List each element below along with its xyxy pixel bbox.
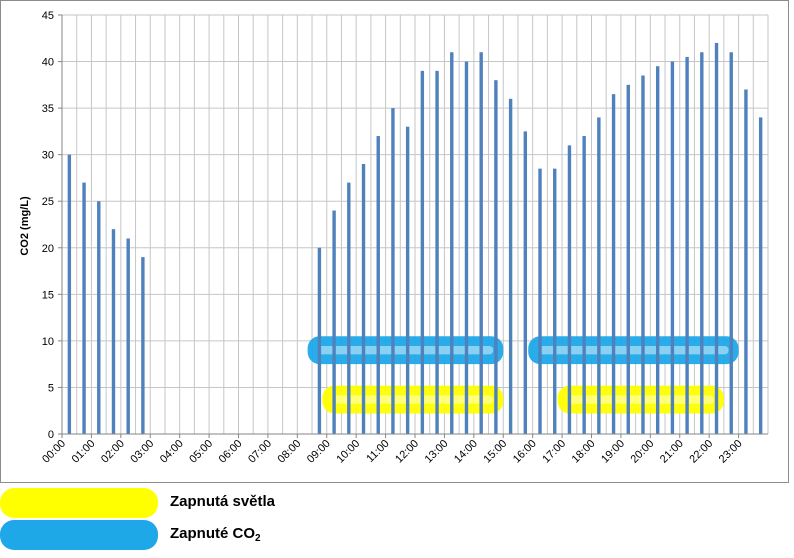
bar-1330 xyxy=(464,61,469,435)
bar-0230 xyxy=(141,257,145,434)
bar-1100 xyxy=(391,108,395,434)
bar-1200 xyxy=(420,70,425,434)
legend-label-co2-subscript: 2 xyxy=(255,533,261,544)
bar-0830 xyxy=(317,247,322,434)
bar-2330 xyxy=(758,117,763,434)
y-tick-label-9: 45 xyxy=(42,10,54,22)
y-tick-label-8: 40 xyxy=(42,57,54,69)
bar-1500 xyxy=(508,98,513,435)
bar-1230 xyxy=(435,70,439,434)
bar-1700 xyxy=(567,145,572,434)
bar-1000 xyxy=(361,163,366,434)
bar-2030 xyxy=(670,61,675,435)
bar-1900 xyxy=(626,84,630,434)
bar-0900 xyxy=(332,210,336,434)
legend-swatch-co2 xyxy=(0,520,158,550)
highlight-band-shine-2 xyxy=(332,395,494,404)
bar-2200 xyxy=(714,42,719,434)
y-tick-label-6: 30 xyxy=(42,150,54,162)
y-tick-label-1: 5 xyxy=(48,382,54,394)
bar-1530 xyxy=(523,131,528,434)
y-tick-label-0: 0 xyxy=(48,429,54,441)
legend-label-lights: Zapnutá světla xyxy=(170,493,276,510)
legend-item-lights: Zapnutá světla xyxy=(0,486,420,520)
bar-2100 xyxy=(685,56,689,435)
y-tick-label-5: 25 xyxy=(42,196,54,208)
y-tick-label-2: 10 xyxy=(42,336,54,348)
bar-2230 xyxy=(729,52,733,434)
legend-label-co2: Zapnuté CO2 xyxy=(170,525,261,544)
y-axis-title: CO2 (mg/L) xyxy=(19,196,31,256)
bar-0030 xyxy=(82,182,86,434)
y-tick-label-3: 15 xyxy=(42,289,54,301)
bar-1830 xyxy=(611,94,616,435)
bar-1600 xyxy=(538,168,542,434)
bar-1630 xyxy=(553,168,557,434)
bar-0930 xyxy=(347,182,351,434)
bar-1030 xyxy=(376,136,380,435)
bar-1400 xyxy=(479,52,483,434)
y-tick-label-4: 20 xyxy=(42,243,54,255)
legend-item-co2: Zapnuté CO2 xyxy=(0,518,420,552)
legend-label-co2-text: Zapnuté CO xyxy=(170,525,255,542)
highlight-band-shine-3 xyxy=(567,395,714,404)
bar-2000 xyxy=(655,66,660,434)
highlight-band-light-2 xyxy=(322,385,504,414)
bar-0000 xyxy=(67,154,72,434)
bars xyxy=(67,42,763,435)
legend-swatch-lights xyxy=(0,488,158,518)
bar-2300 xyxy=(744,89,748,434)
bar-0100 xyxy=(97,201,101,434)
y-tick-label-7: 35 xyxy=(42,103,54,115)
bar-0130 xyxy=(111,229,116,434)
bar-1300 xyxy=(450,52,454,434)
highlight-band-co2-0 xyxy=(307,336,504,365)
bar-1800 xyxy=(597,117,601,434)
bar-2130 xyxy=(700,52,704,434)
bar-1730 xyxy=(582,136,586,435)
bar-1930 xyxy=(641,75,645,435)
highlight-band-shine-1 xyxy=(538,346,729,355)
bar-1430 xyxy=(494,80,498,434)
bar-0200 xyxy=(126,238,130,434)
bar-1130 xyxy=(405,126,410,434)
highlight-band-shine-0 xyxy=(317,346,494,355)
